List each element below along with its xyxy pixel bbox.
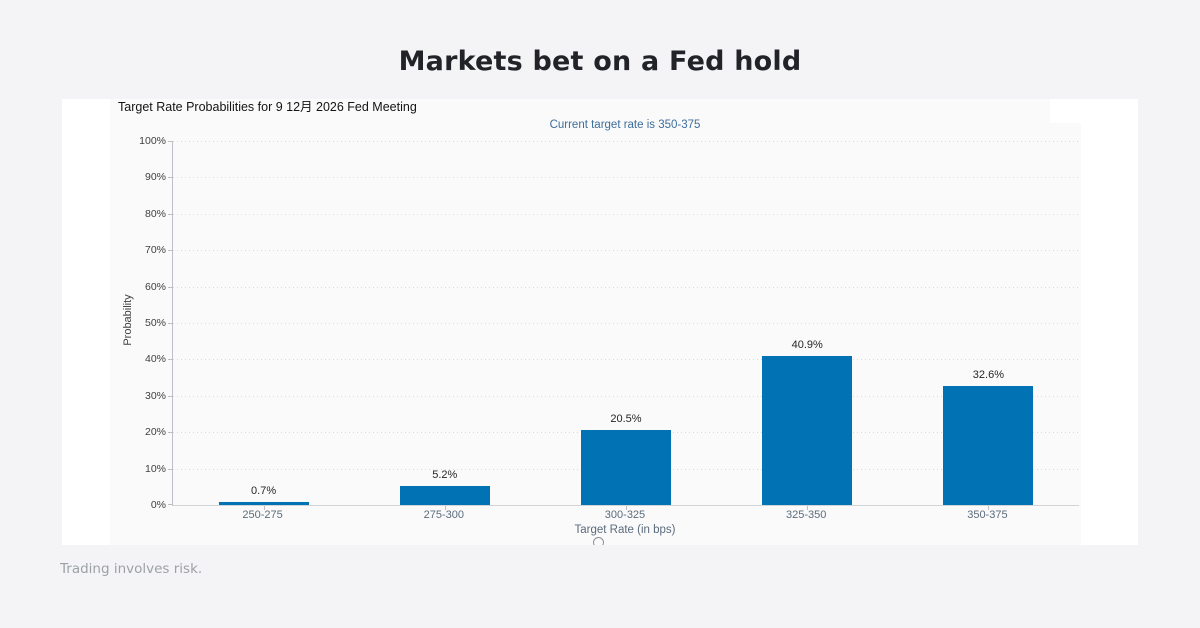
y-tick-label: 60% xyxy=(144,280,166,293)
y-tick-label: 20% xyxy=(144,426,166,439)
bar-250-275[interactable] xyxy=(218,502,309,505)
plot-area: 0.7% 5.2% 20.5% 40.9% 32.6% xyxy=(168,141,1079,510)
bar-slot: 20.5% xyxy=(535,141,716,505)
y-tick-label: 90% xyxy=(144,171,166,184)
bar-value-label: 20.5% xyxy=(610,413,642,426)
gridline xyxy=(173,213,1079,215)
gridline xyxy=(173,286,1079,288)
y-tick-label: 30% xyxy=(144,389,166,402)
logo-cover-patch xyxy=(1050,99,1081,123)
x-tick-mark xyxy=(263,506,265,510)
gridline xyxy=(173,395,1079,397)
gridline xyxy=(173,323,1079,324)
bar-325-350[interactable] xyxy=(762,356,853,505)
x-tick-label: 250-275 xyxy=(242,509,283,521)
gridline xyxy=(173,141,1079,142)
chart-card: Target Rate Probabilities for 9 12月 2026… xyxy=(62,99,1138,545)
x-tick-mark xyxy=(807,506,809,510)
bar-value-label: 32.6% xyxy=(972,369,1004,382)
bar-slot: 0.7% xyxy=(173,141,354,505)
x-axis-labels: 250-275 275-300 300-325 325-350 350-375 xyxy=(172,508,1078,522)
bar-value-label: 0.7% xyxy=(251,485,277,498)
bar-300-325[interactable] xyxy=(580,430,671,505)
x-tick-label: 275-300 xyxy=(423,509,464,521)
y-tick-mark xyxy=(168,359,173,361)
y-tick-label: 0% xyxy=(150,499,166,511)
bar-slot: 32.6% xyxy=(898,141,1079,505)
y-tick-mark xyxy=(168,250,173,252)
y-tick-mark xyxy=(168,141,173,142)
y-tick-label: 100% xyxy=(139,135,166,147)
gridline xyxy=(173,250,1079,252)
y-tick-label: 70% xyxy=(144,244,166,257)
y-tick-mark xyxy=(168,468,173,470)
y-tick-mark xyxy=(168,213,173,215)
y-tick-mark xyxy=(168,395,173,397)
y-tick-label: 50% xyxy=(144,317,166,329)
bar-275-300[interactable] xyxy=(399,486,490,505)
x-tick-mark xyxy=(626,506,627,510)
y-tick-mark xyxy=(168,177,173,179)
bar-slot: 5.2% xyxy=(354,141,535,505)
bar-350-375[interactable] xyxy=(943,386,1034,505)
bar-value-label: 40.9% xyxy=(791,339,823,352)
y-tick-mark xyxy=(168,504,173,505)
x-tick-mark xyxy=(444,506,446,510)
page-title: Markets bet on a Fed hold xyxy=(398,46,802,77)
y-tick-label: 10% xyxy=(144,462,166,475)
y-tick-mark xyxy=(168,286,173,288)
gridline xyxy=(173,359,1079,361)
x-tick-label: 350-375 xyxy=(967,509,1008,521)
y-tick-label: 40% xyxy=(144,353,166,366)
x-tick-label: 325-350 xyxy=(786,509,827,521)
bar-slot: 40.9% xyxy=(717,141,898,505)
bar-value-label: 5.2% xyxy=(432,469,458,482)
risk-disclaimer: Trading involves risk. xyxy=(60,561,203,577)
x-tick-label: 300-325 xyxy=(604,509,646,521)
x-tick-mark xyxy=(988,506,990,510)
y-tick-mark xyxy=(168,432,173,434)
chart-title: Target Rate Probabilities for 9 12月 2026… xyxy=(118,100,417,114)
y-tick-mark xyxy=(168,323,173,324)
chart-subtitle: Current target rate is 350-375 xyxy=(549,119,701,131)
gridline xyxy=(173,177,1079,179)
partial-logo-icon xyxy=(593,537,604,545)
y-axis-labels: 0% 10% 20% 30% 40% 50% 60% 70% 80% 90% 100% xyxy=(62,135,166,511)
y-tick-label: 80% xyxy=(144,207,166,220)
x-axis-title: Target Rate (in bps) xyxy=(574,524,676,536)
